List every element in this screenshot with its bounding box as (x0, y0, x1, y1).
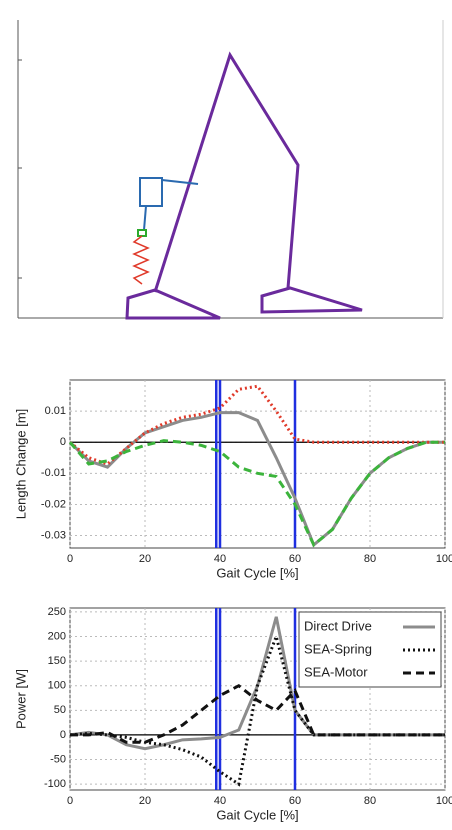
plot-area (69, 379, 446, 549)
x-tick-label: 0 (67, 553, 73, 565)
y-tick-label: 150 (48, 655, 66, 667)
x-axis-label: Gait Cycle [%] (216, 807, 298, 822)
series-line (68, 439, 445, 548)
series-line (69, 384, 445, 466)
x-tick-label: 20 (139, 795, 151, 807)
y-tick-label: 0 (60, 436, 66, 448)
x-tick-label: 0 (67, 795, 73, 807)
y-tick-label: 50 (54, 704, 66, 716)
y-tick-label: -0.02 (41, 498, 66, 510)
schematic (17, 20, 444, 320)
legend-label: SEA-Motor (304, 664, 368, 679)
x-tick-label: 60 (289, 795, 301, 807)
x-axis-label: Gait Cycle [%] (216, 565, 298, 580)
x-tick-label: 20 (139, 553, 151, 565)
y-tick-label: -0.01 (41, 467, 66, 479)
x-tick-label: 100 (436, 795, 452, 807)
x-tick-label: 40 (214, 795, 226, 807)
y-axis-label: Length Change [m] (13, 409, 28, 520)
y-tick-label: -50 (50, 753, 66, 765)
y-tick-label: 0 (60, 729, 66, 741)
series-line (69, 631, 445, 787)
y-tick-label: 0.01 (45, 405, 66, 417)
y-tick-label: 200 (48, 630, 66, 642)
legend-label: Direct Drive (304, 618, 372, 633)
x-tick-label: 40 (214, 553, 226, 565)
x-tick-label: 80 (364, 795, 376, 807)
y-tick-label: 250 (48, 606, 66, 618)
y-tick-label: -0.03 (41, 529, 66, 541)
x-tick-label: 60 (289, 553, 301, 565)
x-tick-label: 80 (364, 553, 376, 565)
x-tick-label: 100 (436, 553, 452, 565)
legend-label: SEA-Spring (304, 641, 372, 656)
series-line (70, 683, 445, 744)
y-tick-label: -100 (44, 778, 66, 790)
y-tick-label: 100 (48, 680, 66, 692)
y-axis-label: Power [W] (13, 669, 28, 729)
